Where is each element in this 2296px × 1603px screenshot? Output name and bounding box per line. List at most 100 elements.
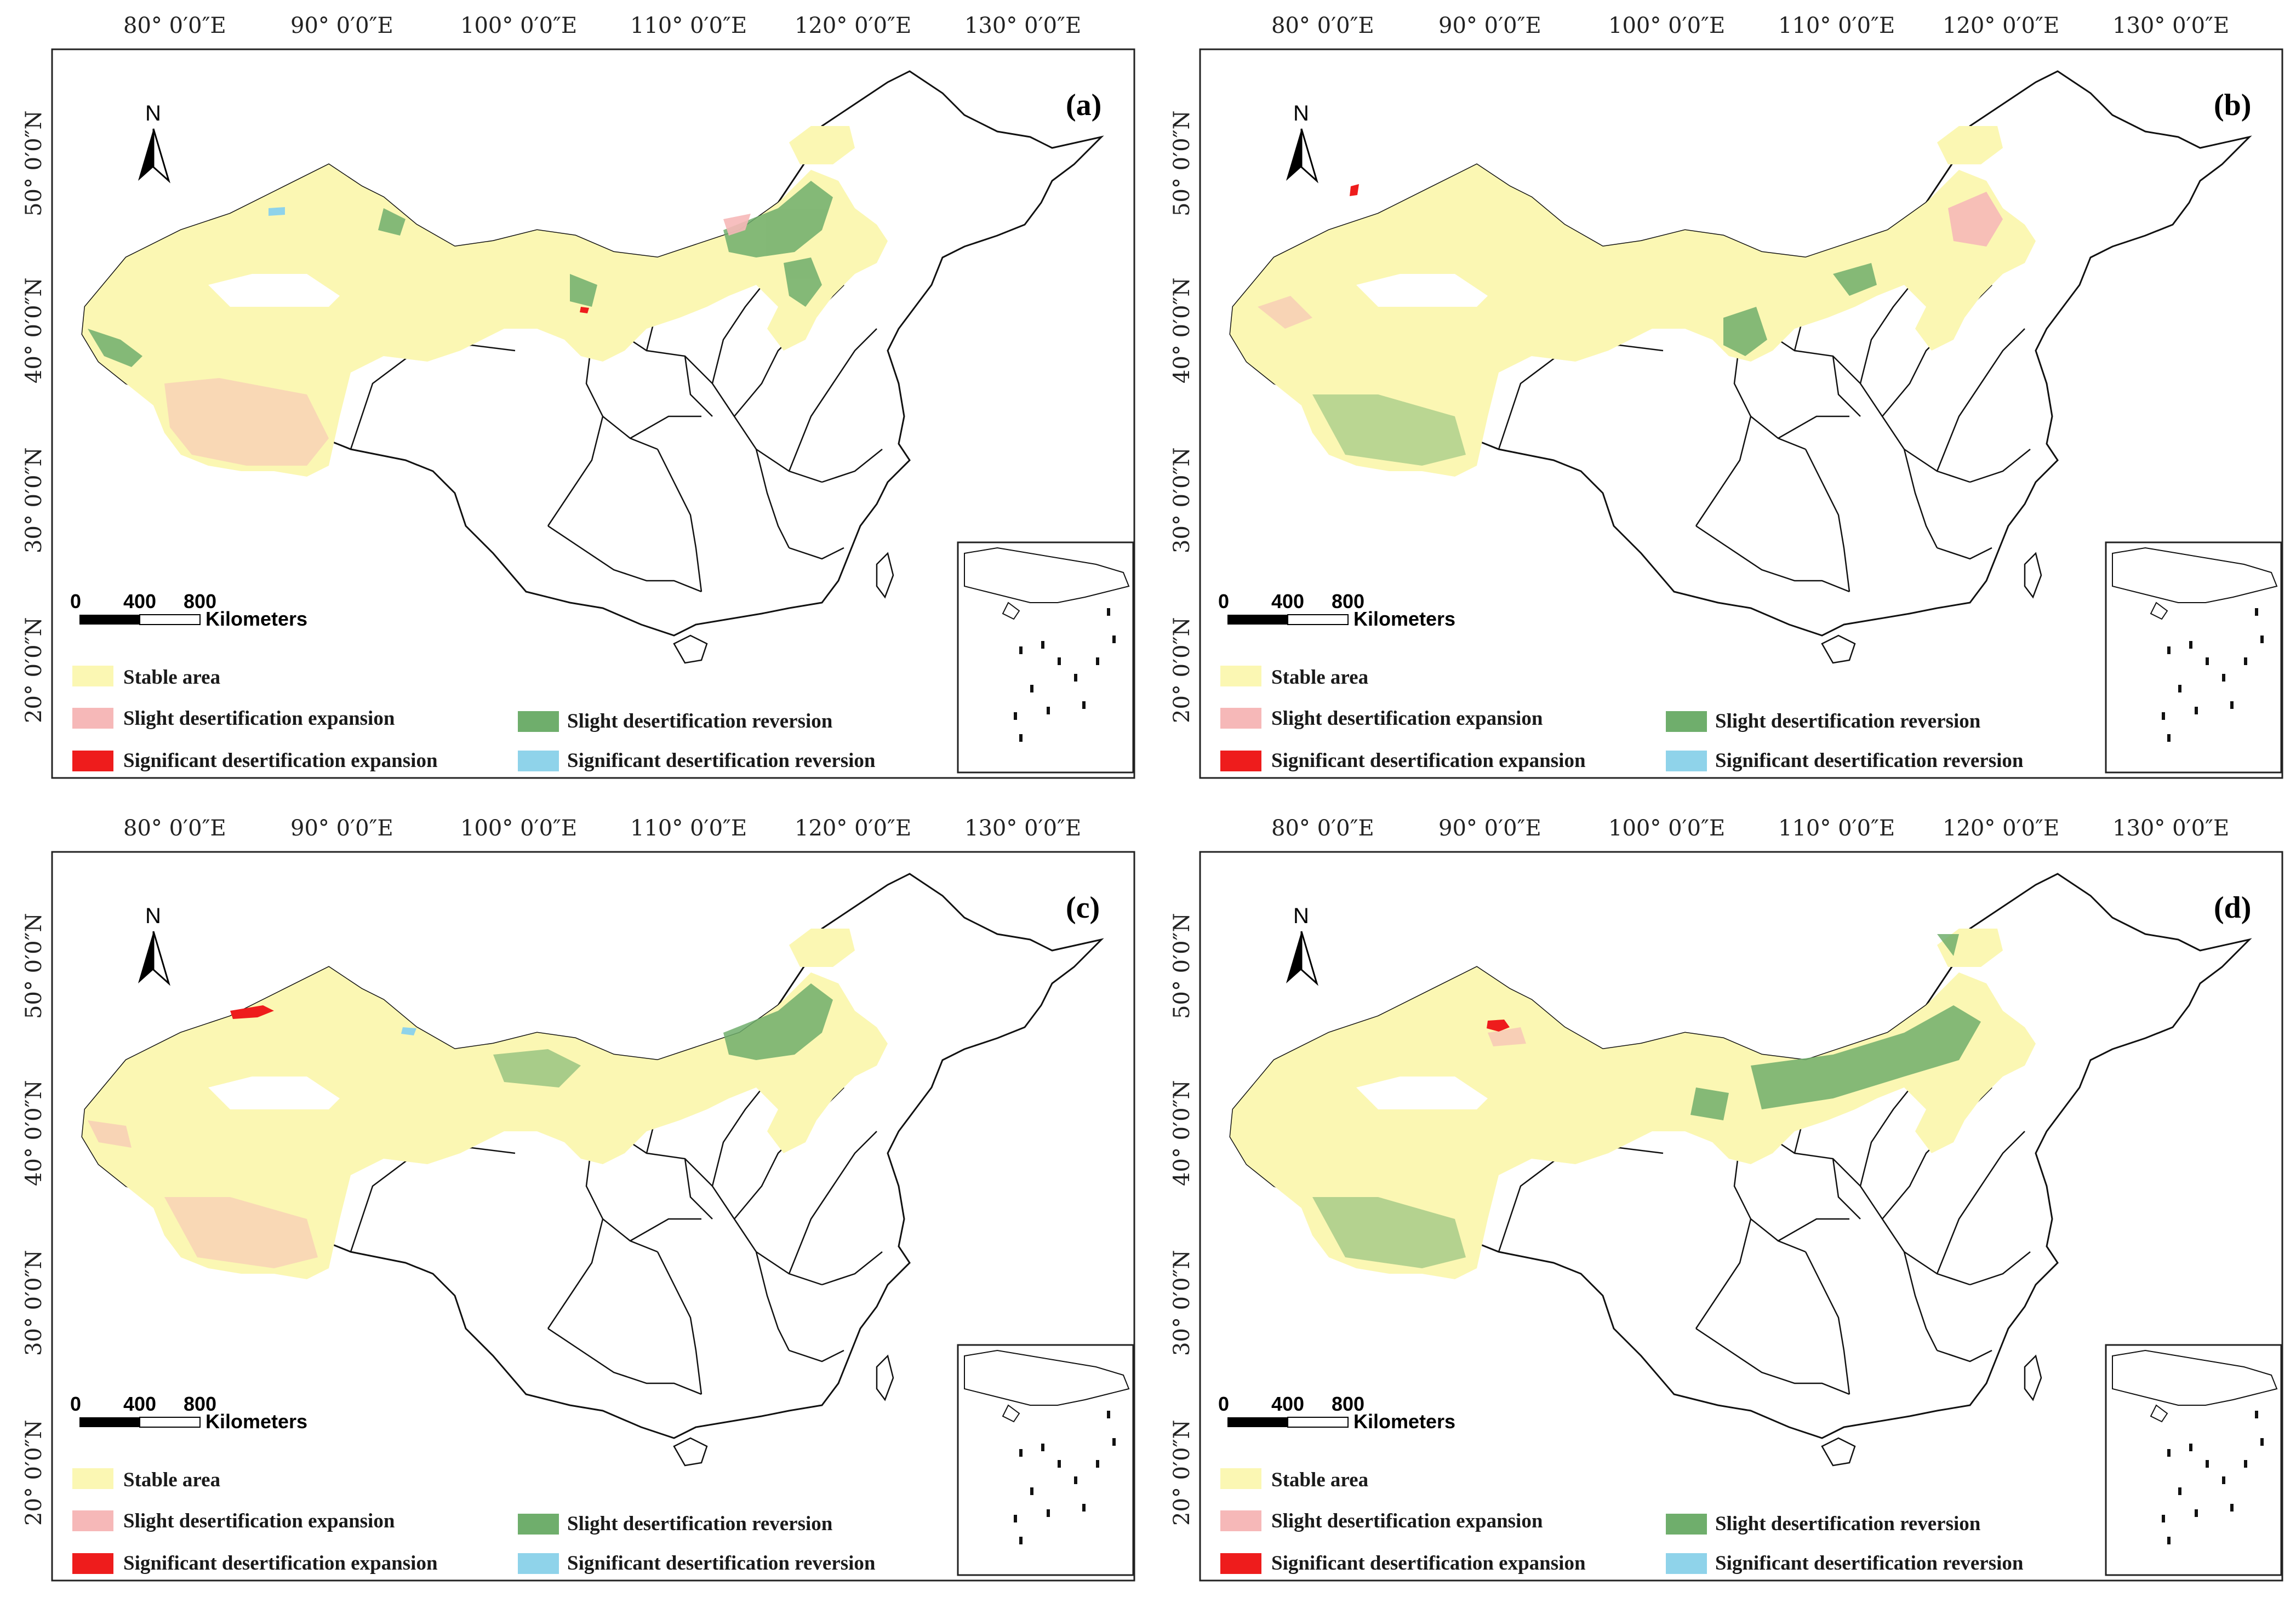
legend-swatch-slight-expansion <box>72 708 113 729</box>
map-svg: 80° 0′0″E 90° 0′0″E 100° 0′0″E 110° 0′0″… <box>1169 13 2283 779</box>
lon-label: 110° 0′0″E <box>1778 13 1895 38</box>
lon-label: 90° 0′0″E <box>290 13 393 38</box>
scale-tick: 800 <box>1332 590 1364 612</box>
lon-label: 100° 0′0″E <box>1608 816 1725 841</box>
panel-letter: (a) <box>1066 88 1101 122</box>
scale-unit: Kilometers <box>205 1410 307 1433</box>
stable-area-region <box>82 967 888 1279</box>
legend-significant-reversion-label: Significant desertification reversion <box>567 1552 876 1575</box>
legend-slight-expansion-label: Slight desertification expansion <box>123 707 395 730</box>
map-panel-c: 80° 0′0″E 90° 0′0″E 100° 0′0″E 110° 0′0″… <box>0 803 1140 1602</box>
legend-significant-expansion-label: Significant desertification expansion <box>123 1552 438 1575</box>
slight-expansion-patches <box>164 214 751 466</box>
north-arrow-label: N <box>145 101 161 125</box>
north-arrow-icon: N <box>1286 904 1318 986</box>
lon-label: 90° 0′0″E <box>290 816 393 841</box>
legend-swatch-stable <box>1220 1468 1261 1489</box>
lon-label: 80° 0′0″E <box>1271 816 1374 841</box>
legend-slight-expansion-label: Slight desertification expansion <box>1271 707 1543 730</box>
lat-label: 30° 0′0″N <box>21 1250 47 1356</box>
legend-swatch-slight-expansion <box>72 1510 113 1531</box>
legend-swatch-slight-reversion <box>1666 1514 1707 1535</box>
legend: Stable area Slight desertification expan… <box>1220 666 2024 772</box>
legend-significant-reversion-label: Significant desertification reversion <box>1715 749 2024 772</box>
legend-swatch-significant-expansion <box>1220 751 1261 771</box>
scale-unit: Kilometers <box>205 608 307 630</box>
lon-label: 130° 0′0″E <box>2112 816 2229 841</box>
lat-label: 20° 0′0″N <box>1169 1419 1195 1526</box>
scale-tick: 400 <box>1271 590 1304 612</box>
lon-label: 90° 0′0″E <box>1438 816 1541 841</box>
lon-label: 80° 0′0″E <box>1271 13 1374 38</box>
stable-area-region <box>82 164 888 477</box>
north-arrow-icon: N <box>138 101 170 184</box>
legend: Stable area Slight desertification expan… <box>72 666 876 772</box>
scale-tick: 400 <box>123 1393 156 1415</box>
significant-expansion-patches <box>1350 184 1359 196</box>
lon-label: 130° 0′0″E <box>964 816 1081 841</box>
lon-label: 90° 0′0″E <box>1438 13 1541 38</box>
slight-reversion-patches <box>493 983 833 1087</box>
legend: Stable area Slight desertification expan… <box>72 1468 876 1575</box>
north-arrow-icon: N <box>138 904 170 986</box>
legend-swatch-slight-expansion <box>1220 708 1261 729</box>
legend-swatch-slight-reversion <box>518 1514 559 1535</box>
scale-tick: 800 <box>184 590 216 612</box>
significant-expansion-patches <box>580 307 589 313</box>
significant-reversion-patches <box>401 1027 416 1035</box>
lat-label: 40° 0′0″N <box>1169 1080 1195 1186</box>
china-map <box>81 70 1104 664</box>
legend-swatch-significant-reversion <box>1666 1553 1707 1574</box>
stable-area-region <box>1230 967 2036 1279</box>
legend-swatch-slight-expansion <box>1220 1510 1261 1531</box>
slight-reversion-patches <box>88 181 833 367</box>
lat-label: 30° 0′0″N <box>1169 447 1195 553</box>
lon-label: 100° 0′0″E <box>460 13 577 38</box>
scale-tick: 0 <box>1218 1393 1229 1415</box>
legend-swatch-significant-expansion <box>72 1553 113 1574</box>
legend-significant-expansion-label: Significant desertification expansion <box>1271 749 1586 772</box>
north-arrow-label: N <box>145 904 161 928</box>
legend-slight-reversion-label: Slight desertification reversion <box>1715 710 1981 732</box>
inset-map <box>2105 541 2282 774</box>
legend-stable-label: Stable area <box>1271 666 1368 689</box>
slight-expansion-patches <box>88 1120 318 1268</box>
lat-label: 50° 0′0″N <box>21 110 47 216</box>
lat-label: 50° 0′0″N <box>1169 913 1195 1019</box>
legend-swatch-stable <box>72 1468 113 1489</box>
lat-label: 40° 0′0″N <box>21 1080 47 1186</box>
slight-reversion-patches <box>1312 934 1981 1268</box>
lon-label: 80° 0′0″E <box>123 13 226 38</box>
north-arrow-icon: N <box>1286 101 1318 184</box>
scale-bar: 0 400 800 Kilometers <box>70 590 307 630</box>
lon-label: 110° 0′0″E <box>630 816 747 841</box>
china-map <box>1229 873 2252 1467</box>
significant-expansion-patches <box>1487 1020 1510 1032</box>
lon-label: 110° 0′0″E <box>1778 816 1895 841</box>
lon-label: 120° 0′0″E <box>1943 13 2059 38</box>
scale-bar: 0 400 800 Kilometers <box>1218 1393 1455 1433</box>
scale-tick: 0 <box>70 1393 81 1415</box>
panel-letter: (c) <box>1066 891 1100 925</box>
scale-bar: 0 400 800 Kilometers <box>70 1393 307 1433</box>
map-svg: 80° 0′0″E 90° 0′0″E 100° 0′0″E 110° 0′0″… <box>1169 816 2283 1582</box>
legend-slight-expansion-label: Slight desertification expansion <box>123 1510 395 1532</box>
slight-expansion-patches <box>1258 192 2003 329</box>
china-map <box>81 873 1104 1467</box>
lat-label: 20° 0′0″N <box>21 1419 47 1526</box>
lat-label: 20° 0′0″N <box>21 617 47 723</box>
map-svg: 80° 0′0″E 90° 0′0″E 100° 0′0″E 110° 0′0″… <box>21 816 1135 1582</box>
legend-significant-reversion-label: Significant desertification reversion <box>1715 1552 2024 1575</box>
panel-letter: (d) <box>2214 891 2251 925</box>
legend-swatch-significant-reversion <box>518 1553 559 1574</box>
scale-tick: 0 <box>70 590 81 612</box>
significant-reversion-patches <box>269 207 285 216</box>
lon-label: 100° 0′0″E <box>460 816 577 841</box>
scale-tick: 400 <box>123 590 156 612</box>
lat-label: 30° 0′0″N <box>1169 1250 1195 1356</box>
lon-label: 120° 0′0″E <box>1943 816 2059 841</box>
map-panel-a: 80° 0′0″E 90° 0′0″E 100° 0′0″E 110° 0′0″… <box>0 0 1140 800</box>
slight-reversion-patches <box>1312 263 1877 466</box>
legend-swatch-significant-reversion <box>518 751 559 771</box>
